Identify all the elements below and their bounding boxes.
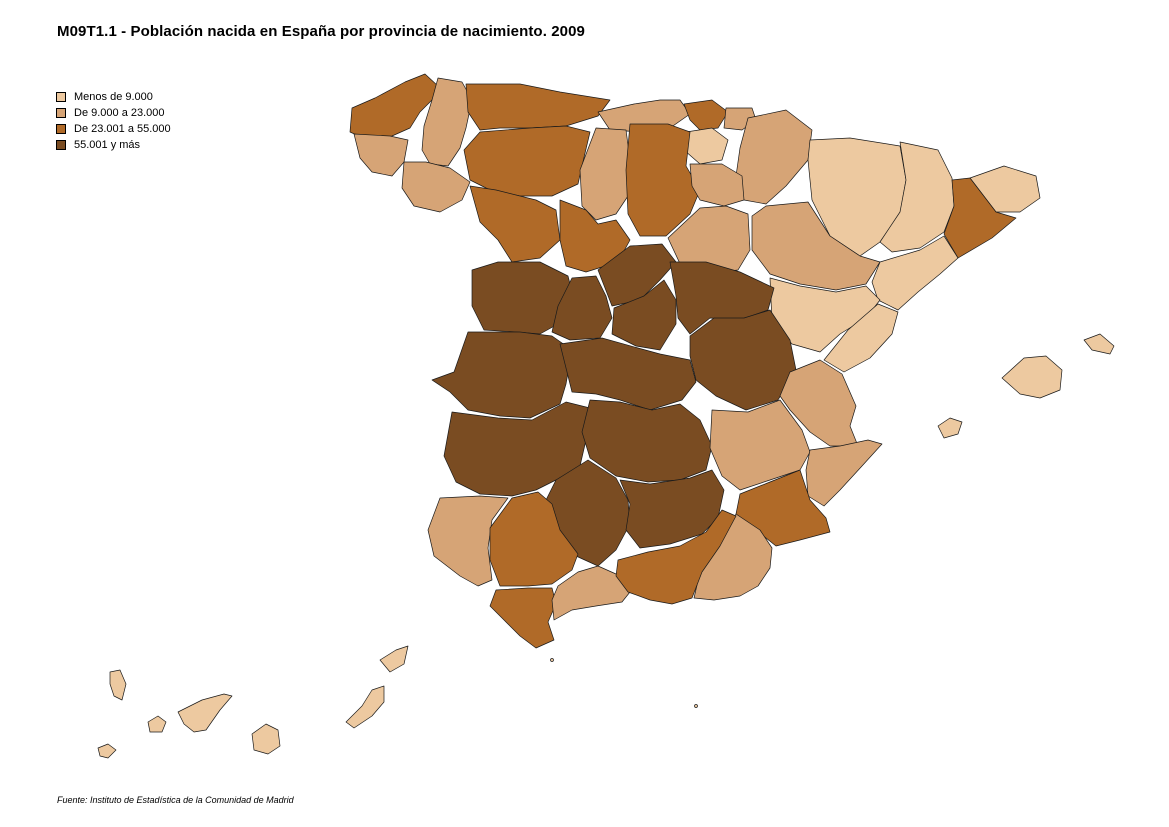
province-lleida[interactable]: [879, 141, 955, 253]
province-palencia[interactable]: [579, 127, 631, 221]
legend-swatch-mid-high: [56, 124, 66, 134]
province-castellon[interactable]: [823, 303, 899, 373]
legend-item-mid-high: De 23.001 a 55.000: [56, 121, 171, 137]
legend-item-high: 55.001 y más: [56, 137, 171, 153]
province-malaga[interactable]: [551, 565, 631, 621]
province-la-rioja[interactable]: [689, 163, 745, 207]
source-note: Fuente: Instituto de Estadística de la C…: [57, 795, 294, 805]
province-alava[interactable]: [683, 127, 729, 165]
province-ciudad-real[interactable]: [581, 399, 713, 483]
legend-label-high: 55.001 y más: [74, 139, 141, 151]
province-caceres[interactable]: [431, 331, 573, 419]
legend-swatch-high: [56, 140, 66, 150]
province-canarias-hierro[interactable]: [97, 743, 117, 759]
melilla-marker[interactable]: [694, 704, 698, 708]
province-canarias-gomera[interactable]: [147, 715, 167, 733]
province-burgos[interactable]: [625, 123, 701, 237]
province-canarias-la-palma[interactable]: [109, 669, 127, 701]
province-segovia[interactable]: [597, 243, 677, 307]
province-tarragona[interactable]: [871, 235, 959, 311]
province-alicante[interactable]: [805, 439, 883, 507]
legend-swatch-mid-low: [56, 108, 66, 118]
province-canarias-lanzarote[interactable]: [379, 645, 409, 673]
province-leon[interactable]: [463, 125, 591, 197]
province-asturias[interactable]: [465, 83, 611, 131]
province-huelva[interactable]: [427, 495, 509, 587]
province-barcelona[interactable]: [943, 177, 1017, 259]
province-baleares-menorca[interactable]: [1083, 333, 1115, 355]
province-navarra[interactable]: [735, 109, 813, 205]
legend-label-mid-low: De 9.000 a 23.000: [74, 107, 165, 119]
legend-label-low: Menos de 9.000: [74, 91, 153, 103]
province-baleares-mallorca[interactable]: [1001, 355, 1063, 399]
province-vizcaya[interactable]: [683, 99, 729, 131]
legend: Menos de 9.000 De 9.000 a 23.000 De 23.0…: [56, 89, 171, 153]
map-title: M09T1.1 - Población nacida en España por…: [57, 23, 585, 40]
province-pontevedra[interactable]: [353, 133, 409, 177]
province-sevilla[interactable]: [489, 491, 579, 587]
province-cadiz[interactable]: [489, 587, 557, 649]
province-madrid[interactable]: [611, 279, 677, 351]
province-canarias-tenerife[interactable]: [177, 693, 233, 733]
legend-item-low: Menos de 9.000: [56, 89, 171, 105]
province-toledo[interactable]: [559, 337, 697, 411]
province-canarias-fuerteventura[interactable]: [345, 685, 385, 729]
legend-label-mid-high: De 23.001 a 55.000: [74, 123, 171, 135]
province-granada[interactable]: [615, 509, 737, 605]
province-zaragoza[interactable]: [751, 201, 881, 291]
province-canarias-gran-canaria[interactable]: [251, 723, 281, 755]
province-zamora[interactable]: [469, 185, 561, 263]
legend-swatch-low: [56, 92, 66, 102]
province-ourense[interactable]: [401, 161, 471, 213]
ceuta-marker[interactable]: [550, 658, 554, 662]
legend-item-mid-low: De 9.000 a 23.000: [56, 105, 171, 121]
province-baleares-ibiza[interactable]: [937, 417, 963, 439]
